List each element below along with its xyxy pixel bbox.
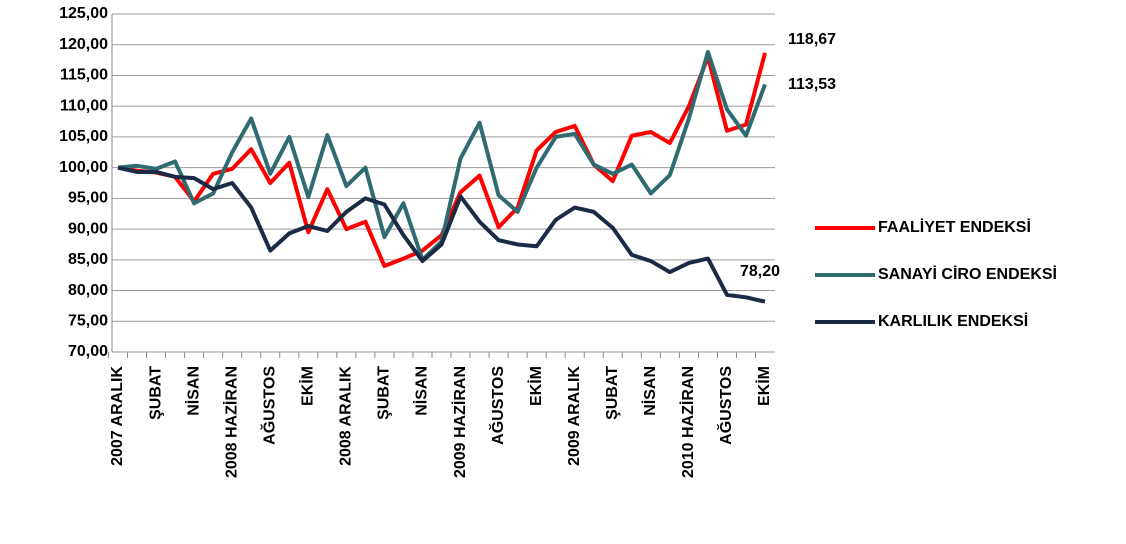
x-tick-label: EKİM [755,366,773,406]
x-tick-label: 2007 ARALIK [109,366,126,466]
legend-label: KARLILIK ENDEKSİ [878,312,1028,330]
y-tick-label: 85,00 [68,251,108,268]
x-tick-label: NİSAN [413,366,431,416]
y-tick-label: 90,00 [68,220,108,237]
legend-label: FAALİYET ENDEKSİ [878,218,1031,236]
x-tick-label: EKİM [527,366,545,406]
data-label: 78,20 [740,263,780,280]
series-line [117,165,766,304]
y-tick-label: 70,00 [68,343,108,360]
x-tick-label: ŞUBAT [604,366,621,420]
data-label: 113,53 [788,76,836,93]
x-tick-label: NİSAN [641,366,659,416]
x-tick-label: 2009 HAZİRAN [451,366,469,478]
data-label: 118,67 [788,31,836,48]
y-tick-label: 120,00 [59,36,108,53]
y-tick-label: 75,00 [68,312,108,329]
x-tick-label: ŞUBAT [376,366,393,420]
y-tick-label: 80,00 [68,282,108,299]
y-tick-label: 105,00 [59,128,108,145]
legend-label: SANAYİ CİRO ENDEKSİ [878,265,1057,283]
y-tick-label: 95,00 [68,190,108,207]
x-tick-label: 2008 ARALIK [338,366,355,466]
x-tick-label: 2010 HAZİRAN [679,366,697,478]
x-tick-label: 2009 ARALIK [566,366,583,466]
x-tick-label: AĞUSTOS [716,366,735,445]
y-tick-label: 110,00 [60,97,108,114]
x-tick-label: AĞUSTOS [259,366,278,445]
x-tick-label: 2008 HAZİRAN [222,366,240,478]
x-tick-label: EKİM [299,366,317,406]
x-tick-label: AĞUSTOS [488,366,507,445]
y-tick-label: 115,00 [60,67,108,84]
y-tick-label: 100,00 [59,159,108,176]
x-tick-label: NİSAN [184,366,202,416]
y-tick-label: 125,00 [59,5,108,22]
x-tick-label: ŞUBAT [147,366,164,420]
